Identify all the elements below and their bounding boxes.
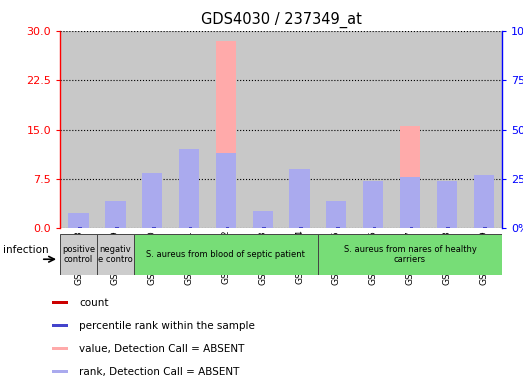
Bar bbox=[465, 31, 502, 228]
Bar bbox=[179, 185, 199, 228]
Bar bbox=[97, 234, 134, 275]
Bar bbox=[142, 205, 162, 228]
Bar bbox=[78, 227, 82, 228]
Bar bbox=[256, 225, 260, 228]
Bar bbox=[299, 227, 303, 228]
Bar bbox=[373, 227, 377, 228]
Bar bbox=[60, 31, 97, 228]
Text: value, Detection Call = ABSENT: value, Detection Call = ABSENT bbox=[79, 344, 245, 354]
Text: infection: infection bbox=[3, 245, 49, 255]
Bar bbox=[134, 31, 170, 228]
Bar bbox=[244, 31, 281, 228]
Text: negativ
e contro: negativ e contro bbox=[98, 245, 133, 264]
Bar bbox=[225, 227, 229, 228]
Bar bbox=[326, 201, 346, 228]
Bar bbox=[216, 41, 236, 228]
Bar bbox=[477, 225, 481, 228]
Bar bbox=[410, 227, 413, 228]
Bar bbox=[392, 31, 428, 228]
Bar bbox=[281, 31, 318, 228]
Bar bbox=[145, 225, 149, 228]
Bar bbox=[105, 201, 126, 228]
Text: positive
control: positive control bbox=[62, 245, 95, 264]
Text: S. aureus from blood of septic patient: S. aureus from blood of septic patient bbox=[146, 250, 305, 259]
Bar bbox=[403, 225, 407, 228]
Bar bbox=[72, 225, 76, 228]
Bar bbox=[183, 225, 186, 228]
Bar bbox=[52, 370, 68, 374]
Bar bbox=[115, 227, 119, 228]
Bar bbox=[142, 173, 162, 228]
Bar bbox=[69, 218, 89, 228]
Bar bbox=[428, 31, 465, 228]
Bar bbox=[355, 31, 392, 228]
Bar bbox=[437, 181, 457, 228]
Bar bbox=[329, 225, 333, 228]
Bar bbox=[152, 227, 155, 228]
Bar bbox=[109, 225, 112, 228]
Bar bbox=[253, 220, 273, 228]
Bar bbox=[289, 207, 310, 228]
Text: rank, Detection Call = ABSENT: rank, Detection Call = ABSENT bbox=[79, 367, 240, 377]
Bar bbox=[473, 185, 494, 228]
Bar bbox=[483, 227, 487, 228]
Bar bbox=[289, 169, 310, 228]
Bar bbox=[179, 149, 199, 228]
Bar bbox=[52, 301, 68, 305]
Bar bbox=[318, 234, 502, 275]
Bar bbox=[97, 31, 134, 228]
Bar bbox=[363, 212, 383, 228]
Bar bbox=[400, 177, 420, 228]
Bar bbox=[69, 213, 89, 228]
Bar bbox=[326, 215, 346, 228]
Bar bbox=[336, 227, 339, 228]
Bar bbox=[318, 31, 355, 228]
Bar bbox=[170, 31, 208, 228]
Bar bbox=[400, 126, 420, 228]
Text: percentile rank within the sample: percentile rank within the sample bbox=[79, 321, 255, 331]
Bar bbox=[216, 153, 236, 228]
Bar bbox=[105, 215, 126, 228]
Bar bbox=[134, 234, 318, 275]
Bar bbox=[263, 227, 266, 228]
Bar bbox=[363, 181, 383, 228]
Bar bbox=[52, 324, 68, 328]
Bar bbox=[189, 227, 192, 228]
Bar bbox=[473, 175, 494, 228]
Bar bbox=[60, 234, 97, 275]
Bar bbox=[253, 211, 273, 228]
Text: count: count bbox=[79, 298, 109, 308]
Title: GDS4030 / 237349_at: GDS4030 / 237349_at bbox=[201, 12, 361, 28]
Bar bbox=[440, 225, 444, 228]
Bar bbox=[293, 225, 297, 228]
Text: S. aureus from nares of healthy
carriers: S. aureus from nares of healthy carriers bbox=[344, 245, 476, 264]
Bar bbox=[219, 225, 223, 228]
Bar bbox=[437, 189, 457, 228]
Bar bbox=[447, 227, 450, 228]
Bar bbox=[52, 347, 68, 351]
Bar bbox=[367, 225, 370, 228]
Bar bbox=[208, 31, 244, 228]
